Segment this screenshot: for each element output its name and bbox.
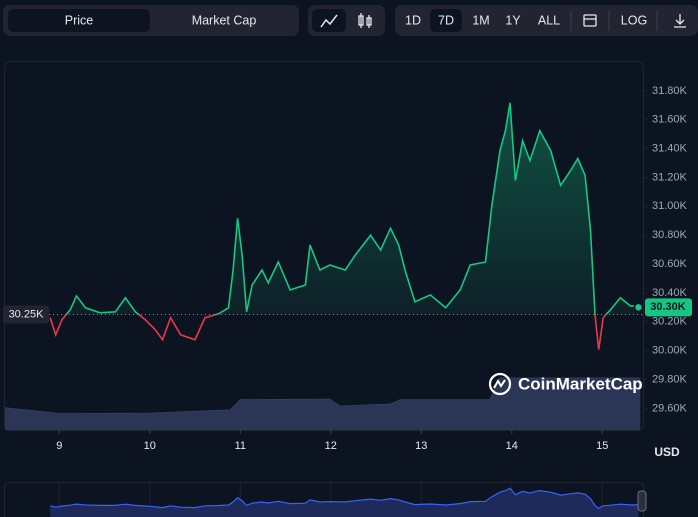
price-area (50, 102, 639, 315)
x-tick-label: 14 (506, 440, 518, 452)
y-tick-label: 31.00K (652, 200, 688, 212)
x-tick-label: 15 (596, 440, 608, 452)
candle-icon[interactable] (358, 13, 372, 28)
range-button[interactable]: ALL (538, 13, 560, 27)
current-label: 30.30K (650, 301, 686, 313)
x-tick-label: 11 (235, 440, 246, 452)
range-active[interactable] (430, 9, 462, 32)
navigator-line (50, 487, 639, 510)
x-tick-label: 12 (325, 440, 337, 452)
x-tick-label: 13 (415, 440, 427, 452)
navigator-handle[interactable] (637, 490, 647, 512)
y-tick-label: 29.60K (652, 402, 688, 414)
current-dot (633, 302, 644, 313)
currency-label: USD (654, 445, 680, 459)
y-tick-label: 30.20K (652, 316, 688, 328)
tab-active[interactable] (8, 9, 150, 32)
range-button[interactable]: 1M (472, 13, 489, 27)
y-tick-label: 30.40K (652, 287, 688, 299)
y-tick-label: 31.40K (652, 142, 688, 154)
range-button[interactable]: 1D (405, 13, 421, 27)
tab[interactable]: Market Cap (192, 13, 257, 27)
y-tick-label: 29.80K (652, 373, 688, 385)
x-tick-label: 9 (56, 440, 62, 452)
y-tick-label: 30.00K (652, 345, 688, 357)
log-button[interactable]: LOG (621, 13, 647, 27)
volume-area (5, 378, 641, 430)
calendar-icon[interactable] (583, 14, 597, 27)
y-tick-label: 30.60K (652, 258, 688, 270)
navigator-area (50, 488, 639, 517)
y-tick-label: 31.20K (652, 171, 688, 183)
line-icon (320, 14, 338, 28)
range-button[interactable]: 7D (438, 13, 454, 27)
reference-label: 30.25K (9, 308, 45, 320)
price-line-below (49, 314, 608, 350)
reference-label-box (3, 305, 49, 324)
plot-frame (4, 61, 644, 431)
y-tick-label: 31.60K (652, 114, 688, 126)
current-label-box (645, 298, 692, 317)
tab[interactable]: Price (65, 13, 94, 27)
watermark-logo (488, 372, 512, 396)
x-tick-label: 10 (144, 440, 156, 452)
range-button[interactable]: 1Y (505, 13, 521, 27)
y-tick-label: 30.80K (652, 229, 688, 241)
download-icon[interactable] (674, 14, 686, 28)
y-tick-label: 31.80K (652, 85, 688, 97)
price-line (65, 102, 639, 315)
line-style-button[interactable] (312, 9, 346, 32)
range-group (395, 5, 698, 36)
watermark: CoinMarketCap (518, 374, 643, 393)
